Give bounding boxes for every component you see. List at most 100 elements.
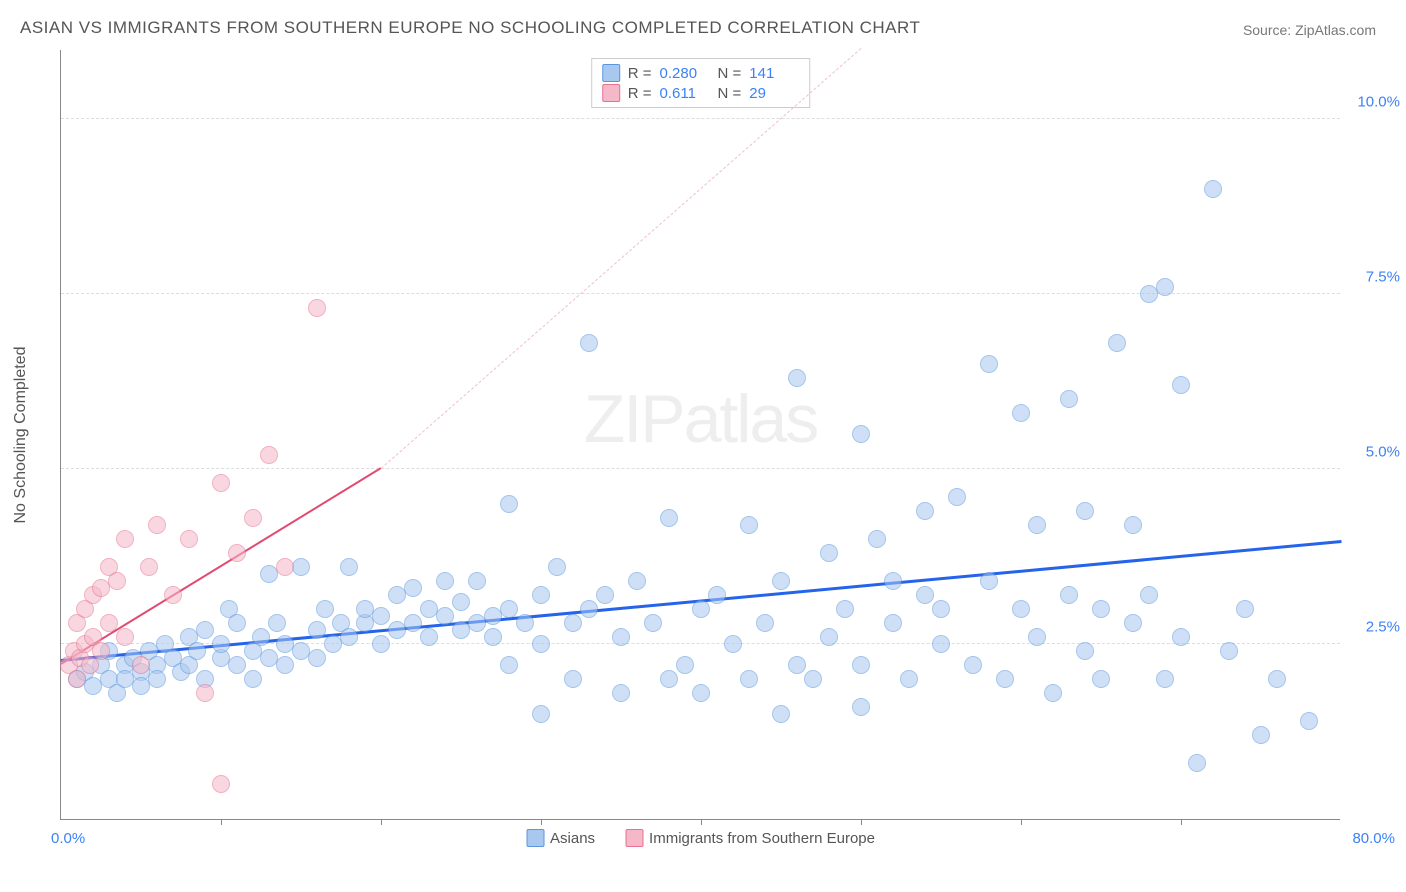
scatter-point-asians [372, 607, 390, 625]
scatter-point-immigrants-southern-europe [140, 558, 158, 576]
scatter-point-immigrants-southern-europe [164, 586, 182, 604]
x-tick [1021, 819, 1022, 825]
scatter-point-asians [932, 600, 950, 618]
x-tick [701, 819, 702, 825]
scatter-point-asians [916, 502, 934, 520]
scatter-point-asians [740, 670, 758, 688]
gridline [61, 118, 1340, 119]
scatter-point-asians [916, 586, 934, 604]
legend-stats-row: R = 0.611 N = 29 [602, 83, 800, 103]
scatter-point-asians [1236, 600, 1254, 618]
scatter-point-asians [980, 355, 998, 373]
scatter-point-asians [1108, 334, 1126, 352]
y-tick-label: 10.0% [1357, 94, 1400, 111]
scatter-point-asians [484, 628, 502, 646]
scatter-point-asians [788, 656, 806, 674]
scatter-point-asians [772, 705, 790, 723]
scatter-point-asians [628, 572, 646, 590]
scatter-point-asians [852, 698, 870, 716]
scatter-point-asians [1204, 180, 1222, 198]
scatter-point-immigrants-southern-europe [212, 474, 230, 492]
r-value: 0.280 [660, 65, 710, 82]
scatter-point-asians [1076, 502, 1094, 520]
watermark-rest: atlas [684, 381, 818, 457]
scatter-point-asians [276, 656, 294, 674]
legend-swatch [602, 64, 620, 82]
y-axis-title: No Schooling Completed [12, 346, 30, 523]
scatter-point-asians [660, 670, 678, 688]
source-label: Source: ZipAtlas.com [1243, 22, 1376, 38]
scatter-point-asians [1028, 516, 1046, 534]
scatter-point-asians [564, 614, 582, 632]
scatter-point-asians [1140, 586, 1158, 604]
scatter-point-asians [996, 670, 1014, 688]
scatter-point-asians [868, 530, 886, 548]
scatter-point-asians [660, 509, 678, 527]
r-label: R = [628, 85, 652, 102]
scatter-point-asians [1124, 516, 1142, 534]
scatter-point-asians [884, 614, 902, 632]
scatter-point-asians [500, 656, 518, 674]
scatter-point-asians [612, 684, 630, 702]
x-axis-max-label: 80.0% [1352, 830, 1395, 847]
scatter-point-asians [420, 628, 438, 646]
scatter-point-asians [500, 600, 518, 618]
scatter-point-asians [292, 558, 310, 576]
y-tick-label: 2.5% [1366, 619, 1400, 636]
scatter-point-asians [1076, 642, 1094, 660]
scatter-point-asians [740, 516, 758, 534]
scatter-point-asians [804, 670, 822, 688]
scatter-point-asians [532, 586, 550, 604]
scatter-point-immigrants-southern-europe [212, 775, 230, 793]
scatter-point-asians [228, 656, 246, 674]
n-value: 29 [749, 85, 799, 102]
scatter-point-asians [1172, 376, 1190, 394]
scatter-point-asians [404, 579, 422, 597]
scatter-point-asians [516, 614, 534, 632]
scatter-point-immigrants-southern-europe [100, 614, 118, 632]
scatter-point-asians [980, 572, 998, 590]
scatter-point-immigrants-southern-europe [132, 656, 150, 674]
scatter-point-asians [1220, 642, 1238, 660]
legend-swatch [625, 829, 643, 847]
scatter-point-asians [852, 656, 870, 674]
scatter-point-immigrants-southern-europe [116, 628, 134, 646]
scatter-point-immigrants-southern-europe [260, 446, 278, 464]
scatter-point-asians [548, 558, 566, 576]
scatter-point-asians [196, 621, 214, 639]
scatter-point-asians [1252, 726, 1270, 744]
scatter-point-asians [188, 642, 206, 660]
legend-item: Asians [526, 829, 595, 847]
x-tick [541, 819, 542, 825]
scatter-point-asians [308, 621, 326, 639]
scatter-point-asians [340, 628, 358, 646]
n-label: N = [718, 65, 742, 82]
scatter-point-asians [1156, 670, 1174, 688]
n-value: 141 [749, 65, 799, 82]
scatter-point-asians [436, 572, 454, 590]
scatter-point-immigrants-southern-europe [92, 642, 110, 660]
r-value: 0.611 [660, 85, 710, 102]
scatter-point-asians [708, 586, 726, 604]
legend-bottom: Asians Immigrants from Southern Europe [526, 829, 875, 847]
legend-swatch [602, 84, 620, 102]
scatter-point-asians [884, 572, 902, 590]
scatter-point-immigrants-southern-europe [244, 509, 262, 527]
x-tick [861, 819, 862, 825]
scatter-point-asians [468, 572, 486, 590]
scatter-point-asians [500, 495, 518, 513]
n-label: N = [718, 85, 742, 102]
scatter-point-asians [900, 670, 918, 688]
scatter-point-asians [1012, 600, 1030, 618]
chart-plot-area: No Schooling Completed ZIPatlas 0.0% 80.… [60, 50, 1340, 820]
scatter-point-asians [596, 586, 614, 604]
scatter-point-asians [252, 628, 270, 646]
legend-item: Immigrants from Southern Europe [625, 829, 875, 847]
scatter-point-asians [1268, 670, 1286, 688]
scatter-point-asians [676, 656, 694, 674]
scatter-point-asians [1300, 712, 1318, 730]
scatter-point-immigrants-southern-europe [180, 530, 198, 548]
scatter-point-asians [932, 635, 950, 653]
scatter-point-asians [340, 558, 358, 576]
scatter-point-asians [1092, 670, 1110, 688]
